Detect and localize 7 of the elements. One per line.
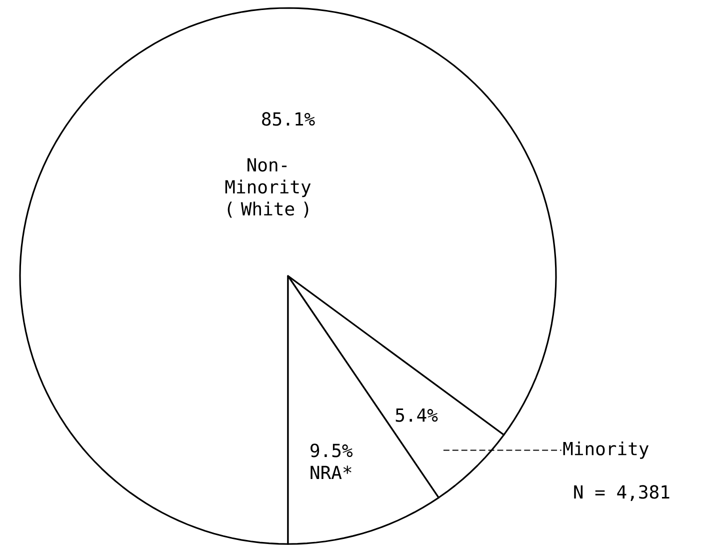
slice-label: Non-Minority ( White ) (225, 158, 311, 218)
data-label: 9.5% (310, 444, 353, 458)
data-label: 85.1% (262, 112, 315, 126)
slice-label: Minority (563, 441, 649, 459)
data-label: 5.4% (396, 408, 438, 422)
text: N = 4,381 (574, 485, 670, 502)
slice-label: NRA* (310, 466, 352, 480)
